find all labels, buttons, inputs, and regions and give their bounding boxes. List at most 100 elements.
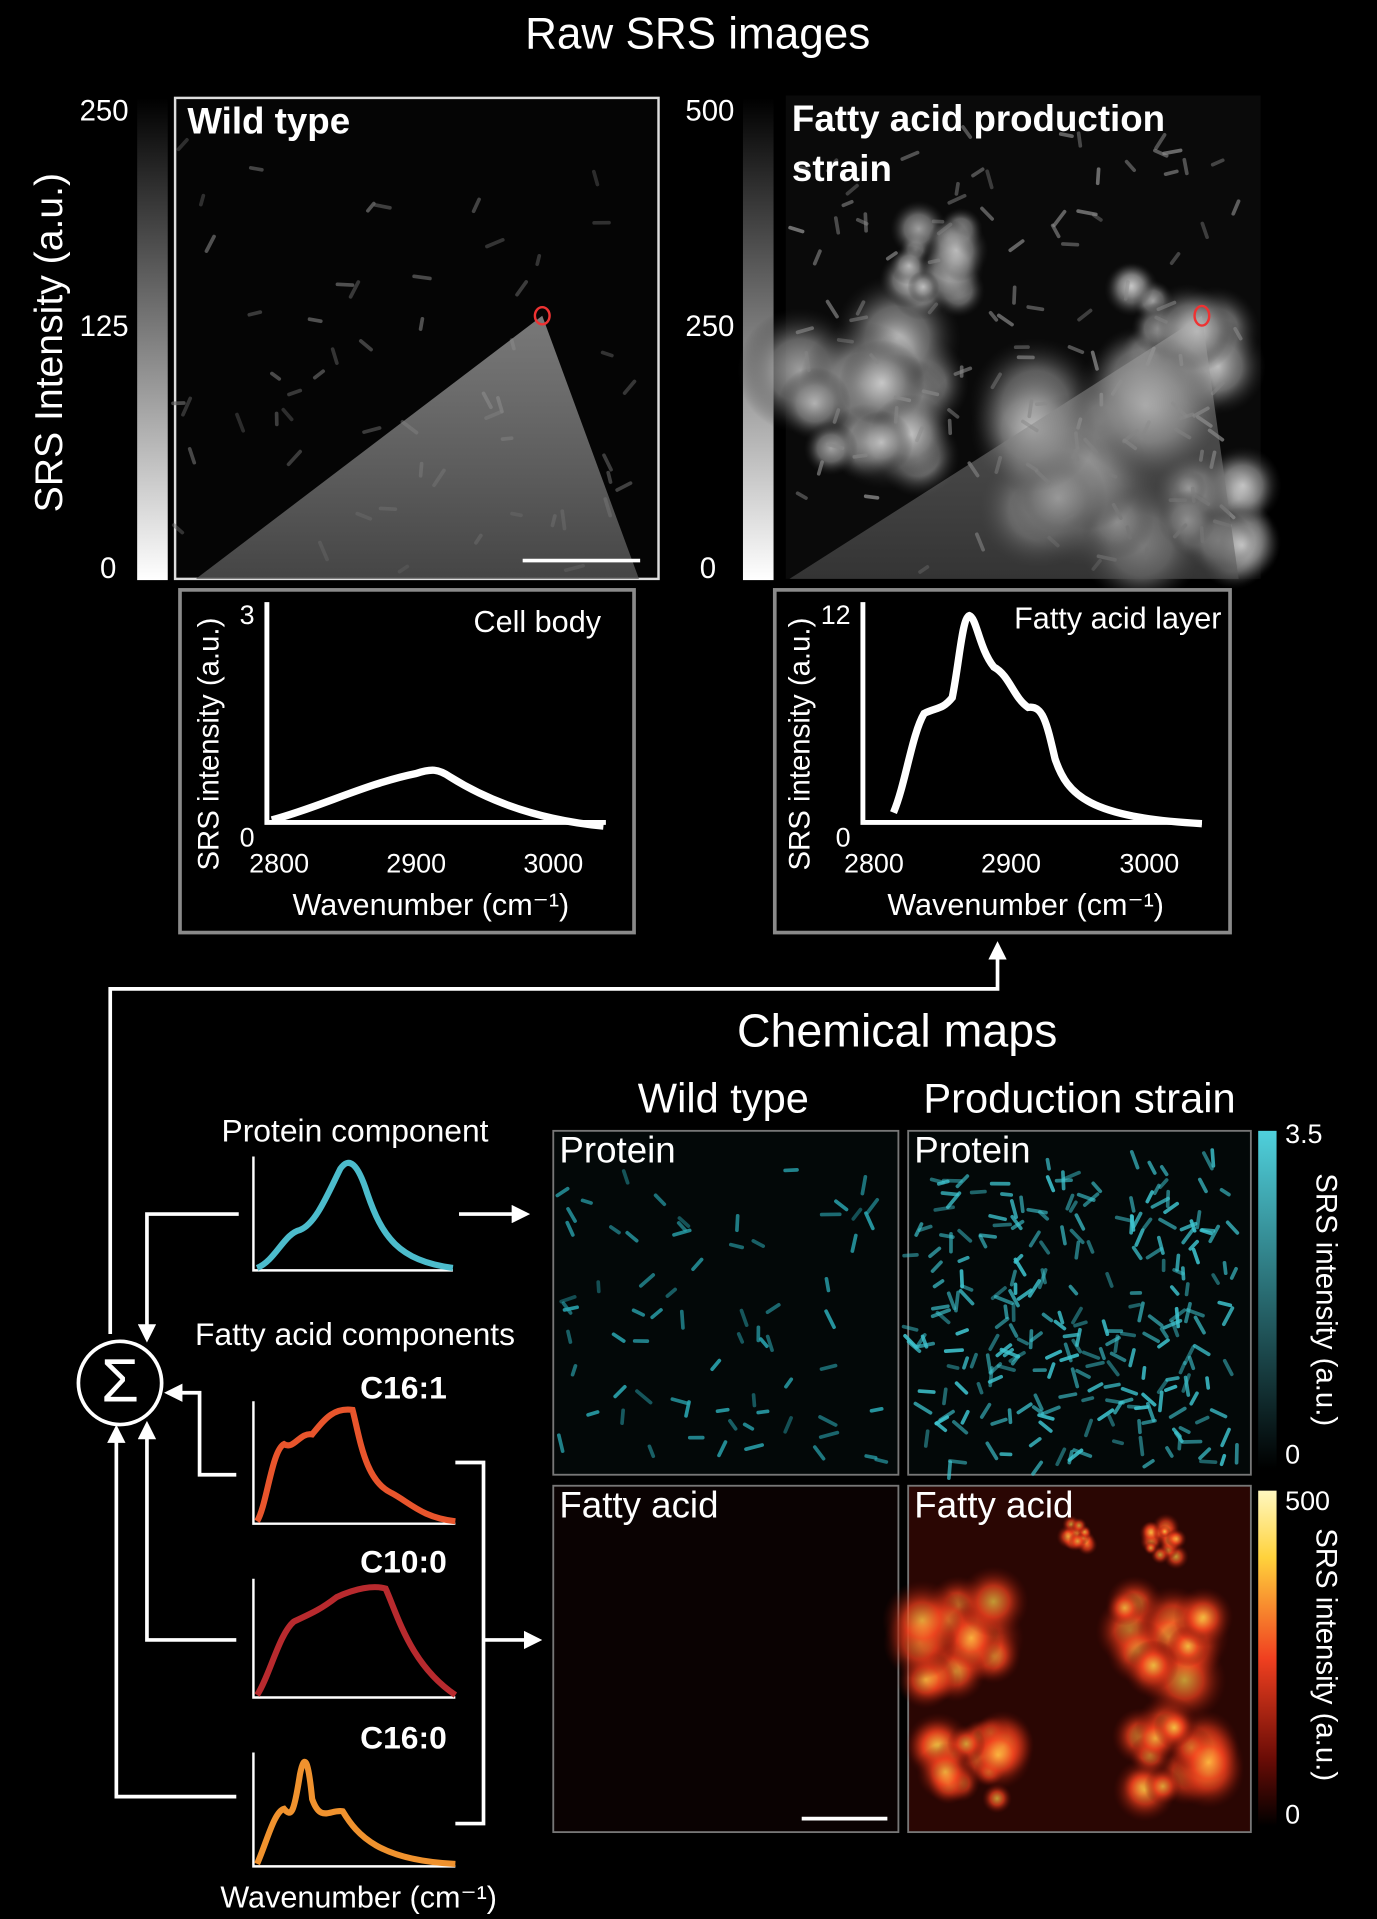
colorbar bbox=[137, 98, 168, 580]
inset-label: Fatty acid layer bbox=[1014, 602, 1221, 636]
texture bbox=[1181, 1440, 1203, 1444]
x-tick-label: 2800 bbox=[249, 848, 309, 878]
texture bbox=[171, 401, 186, 405]
x-tick-label: 2900 bbox=[386, 848, 446, 878]
sum-symbol: Σ bbox=[101, 1347, 139, 1415]
colorbar-tick: 0 bbox=[100, 552, 116, 585]
colorbar bbox=[1258, 1131, 1276, 1469]
component-label: Fatty acid components bbox=[195, 1316, 515, 1352]
texture bbox=[820, 1212, 842, 1216]
x-tick-label: 2800 bbox=[844, 848, 904, 878]
y-axis-label: SRS Intensity (a.u.) bbox=[28, 173, 71, 512]
texture bbox=[1235, 1443, 1239, 1465]
component-label: Protein component bbox=[221, 1113, 488, 1149]
component-curve bbox=[257, 1762, 455, 1864]
texture bbox=[916, 1743, 974, 1801]
texture bbox=[783, 1168, 799, 1172]
map bbox=[553, 1131, 898, 1475]
y-tick-label: 3 bbox=[240, 600, 255, 630]
colorbar-tick: 0 bbox=[700, 552, 716, 585]
page: Raw SRS images html, body { margin: 0; p… bbox=[0, 0, 1377, 1919]
texture bbox=[958, 1566, 1029, 1637]
texture bbox=[990, 1182, 1011, 1186]
colorbar-tick: 500 bbox=[1285, 1486, 1330, 1516]
colorbar-tick: 250 bbox=[685, 310, 734, 343]
panel-label: Fatty acid production bbox=[792, 98, 1165, 139]
texture bbox=[1166, 1529, 1186, 1549]
map-label: Protein bbox=[559, 1130, 675, 1171]
axes bbox=[253, 1157, 452, 1271]
texture bbox=[1068, 1532, 1086, 1550]
colorbar-tick: 500 bbox=[685, 94, 734, 127]
arrow bbox=[168, 1393, 237, 1475]
texture bbox=[1033, 1368, 1047, 1372]
column-header: Production strain bbox=[923, 1074, 1235, 1121]
texture bbox=[804, 421, 858, 475]
page-body: { "title": "Raw SRS images", "raw": { "y… bbox=[0, 0, 1377, 1919]
texture bbox=[1014, 1283, 1018, 1295]
texture bbox=[924, 218, 988, 282]
column-header: Wild type bbox=[638, 1074, 809, 1121]
y-tick-label: 12 bbox=[821, 600, 851, 630]
map-label: Fatty acid bbox=[914, 1484, 1073, 1525]
colorbar bbox=[1258, 1491, 1276, 1826]
inset-label: Cell body bbox=[474, 605, 602, 639]
texture bbox=[592, 221, 611, 225]
texture bbox=[1130, 1291, 1142, 1295]
component-name: C10:0 bbox=[360, 1543, 447, 1579]
y-axis-label: SRS intensity (a.u.) bbox=[192, 618, 225, 871]
map-label: Fatty acid bbox=[559, 1484, 718, 1525]
texture bbox=[907, 271, 939, 303]
panel-label: Wild type bbox=[187, 100, 350, 141]
x-tick-label: 3000 bbox=[523, 848, 583, 878]
arrow bbox=[116, 1428, 236, 1796]
map bbox=[882, 1486, 1251, 1832]
colorbar-label: SRS intensity (a.u.) bbox=[1310, 1528, 1343, 1781]
texture bbox=[275, 412, 279, 427]
component-curve bbox=[257, 1163, 453, 1268]
map-label: Protein bbox=[914, 1130, 1030, 1171]
texture bbox=[1071, 1518, 1087, 1534]
texture bbox=[1174, 1587, 1234, 1647]
colorbar-tick: 3.5 bbox=[1285, 1119, 1322, 1149]
arrow bbox=[147, 1425, 236, 1640]
texture bbox=[1017, 355, 1035, 359]
x-axis-label: Wavenumber (cm⁻¹) bbox=[220, 1880, 497, 1914]
component-name: C16:0 bbox=[360, 1720, 447, 1756]
y-axis-label: SRS intensity (a.u.) bbox=[783, 618, 816, 871]
inset-box bbox=[775, 590, 1230, 933]
texture bbox=[1012, 1303, 1016, 1322]
bracket bbox=[455, 1463, 483, 1824]
texture bbox=[960, 365, 964, 377]
texture bbox=[882, 1580, 962, 1660]
component-name: C16:1 bbox=[360, 1370, 447, 1406]
colorbar-tick: 250 bbox=[80, 94, 129, 127]
section-title: Chemical maps bbox=[737, 1004, 1057, 1056]
panel-label: strain bbox=[792, 148, 892, 189]
x-tick-label: 2900 bbox=[981, 848, 1041, 878]
component-curve bbox=[257, 1587, 455, 1695]
texture bbox=[688, 1436, 705, 1440]
map bbox=[901, 1131, 1251, 1480]
texture bbox=[1144, 1541, 1158, 1555]
texture bbox=[1154, 1707, 1195, 1748]
texture bbox=[1109, 264, 1154, 309]
x-axis-label: Wavenumber (cm⁻¹) bbox=[887, 888, 1164, 922]
x-axis-label: Wavenumber (cm⁻¹) bbox=[293, 888, 570, 922]
texture bbox=[850, 411, 913, 474]
texture bbox=[1107, 1590, 1143, 1626]
map bbox=[553, 1486, 898, 1832]
texture bbox=[1162, 1259, 1166, 1272]
figure: Raw SRS images SRS Intensity (a.u.) 250 … bbox=[0, 0, 1377, 1919]
colorbar-tick: 0 bbox=[1285, 1439, 1300, 1469]
texture bbox=[932, 219, 945, 223]
inset-box bbox=[180, 590, 634, 933]
x-tick-label: 3000 bbox=[1119, 848, 1179, 878]
colorbar-tick: 125 bbox=[80, 310, 129, 343]
panel-background bbox=[553, 1486, 898, 1832]
texture bbox=[999, 1452, 1012, 1456]
panel-background bbox=[553, 1131, 898, 1475]
figure-title: Raw SRS images bbox=[525, 9, 870, 58]
component-curve bbox=[257, 1410, 455, 1522]
colorbar-tick: 0 bbox=[1285, 1799, 1300, 1829]
